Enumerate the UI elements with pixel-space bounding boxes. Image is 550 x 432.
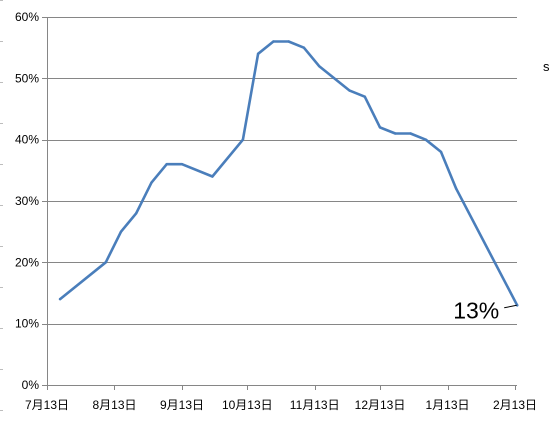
y-tick-label: 60% — [15, 10, 39, 24]
data-point — [272, 40, 275, 43]
gridlines — [47, 17, 517, 386]
y-axis-tick-labels: 0% 10% 20% 30% 40% 50% 60% — [15, 10, 39, 392]
series-points — [58, 40, 519, 307]
data-point — [348, 89, 351, 92]
y-tick-label: 30% — [15, 194, 39, 208]
x-tick-label: 8月13日 — [92, 398, 136, 412]
data-point — [119, 230, 123, 233]
data-point — [455, 187, 458, 190]
data-point — [302, 46, 306, 49]
data-point — [378, 126, 382, 129]
data-point — [241, 138, 245, 141]
y-tick-label: 10% — [15, 317, 39, 331]
x-tick-label: 9月13日 — [160, 398, 204, 412]
data-point — [256, 52, 260, 55]
x-tick-label: 1月13日 — [425, 398, 469, 412]
data-point — [135, 212, 138, 215]
data-point — [516, 304, 519, 307]
data-point — [409, 132, 412, 135]
x-axis-tick-labels: 7月13日 8月13日 9月13日 10月13日 11月13日 12月13日 1月13日 2月… — [25, 398, 537, 412]
data-point — [104, 261, 108, 264]
data-point — [287, 40, 290, 43]
annotation-label: 13% — [453, 297, 499, 323]
data-point — [394, 132, 397, 135]
y-tick-label: 20% — [15, 255, 39, 269]
data-point — [165, 163, 168, 166]
x-tick-label: 10月13日 — [222, 398, 273, 412]
data-point — [150, 181, 153, 184]
x-tick-label: 11月13日 — [290, 398, 340, 412]
data-point — [317, 64, 321, 68]
data-point — [439, 150, 443, 154]
data-point — [211, 175, 214, 178]
annotation-leader-line — [504, 304, 517, 309]
data-point — [424, 138, 427, 141]
series-line — [58, 40, 519, 307]
edge-text-fragment: s — [543, 59, 550, 74]
y-axis-ticks — [42, 17, 47, 386]
x-tick-label: 7月13日 — [25, 398, 69, 412]
y-tick-label: 0% — [22, 378, 40, 392]
data-point — [58, 297, 62, 301]
x-tick-label: 2月13日 — [493, 398, 537, 412]
x-tick-label: 12月13日 — [355, 398, 406, 412]
data-point — [363, 95, 366, 98]
data-point — [180, 163, 184, 166]
y-tick-label: 50% — [15, 71, 39, 85]
y-tick-label: 40% — [15, 133, 39, 147]
